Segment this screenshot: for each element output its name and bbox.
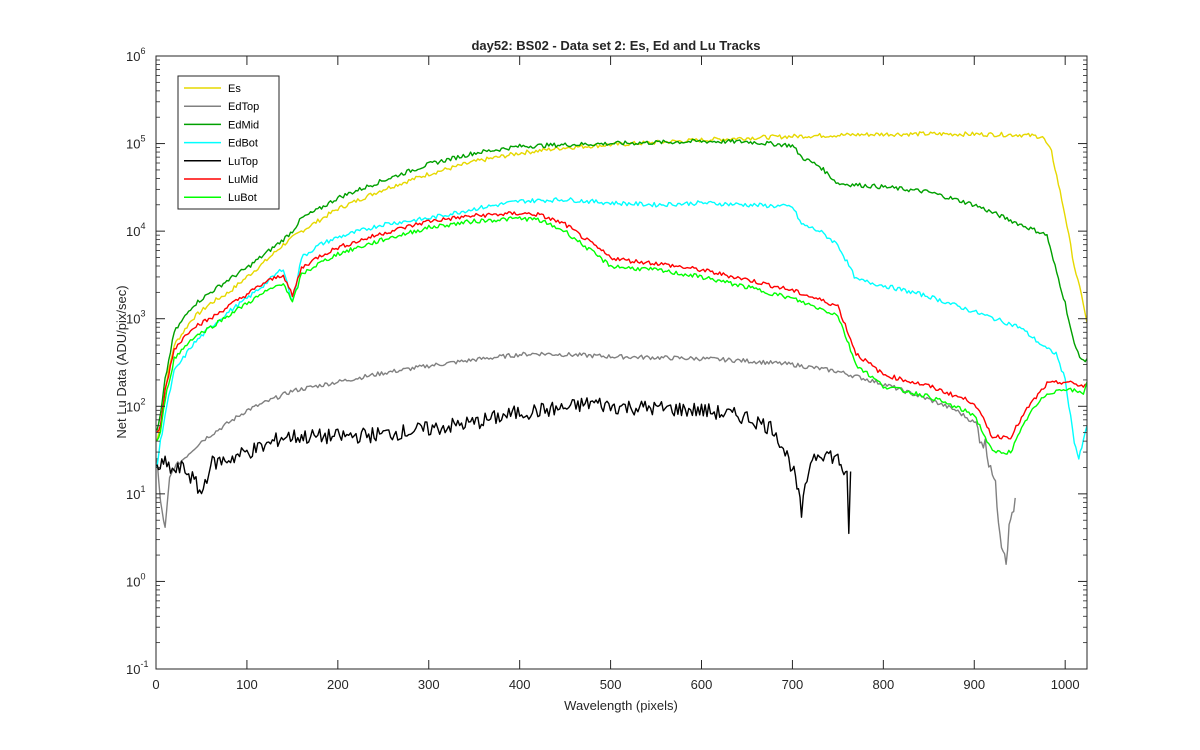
legend-label-edbot: EdBot <box>228 138 258 150</box>
plot-area <box>156 56 1087 669</box>
legend-label-edtop: EdTop <box>228 101 259 113</box>
y-axis: 10-1 100 101 102 103 104 105 106 <box>126 46 1087 677</box>
chart-title: day52: BS02 - Data set 2: Es, Ed and Lu … <box>471 38 760 53</box>
legend: Es EdTop EdMid EdBot LuTop LuMid LuBot <box>177 75 280 210</box>
x-tick-label: 300 <box>418 677 440 692</box>
y-tick-label: 104 <box>126 221 145 239</box>
x-tick-label: 800 <box>872 677 894 692</box>
plot-frame <box>155 55 1088 670</box>
x-tick-label: 200 <box>327 677 349 692</box>
x-tick-label: 700 <box>782 677 804 692</box>
x-axis-label: Wavelength (pixels) <box>564 698 678 713</box>
x-tick-label: 1000 <box>1051 677 1080 692</box>
legend-label-es: Es <box>228 83 241 95</box>
series-line-lutop <box>156 397 852 535</box>
y-tick-label: 102 <box>126 396 145 414</box>
series-layer <box>156 131 1087 565</box>
legend-label-edmid: EdMid <box>228 119 259 131</box>
x-axis: 0 100 200 300 400 500 600 700 800 900 1000 <box>152 56 1080 692</box>
y-tick-label: 103 <box>126 309 145 327</box>
series-line-lumid <box>156 211 1087 440</box>
y-tick-label: 101 <box>126 484 145 502</box>
series-line-edmid <box>156 138 1087 431</box>
y-tick-label: 105 <box>126 134 145 152</box>
x-tick-label: 400 <box>509 677 531 692</box>
series-line-lubot <box>156 216 1087 455</box>
y-tick-label: 100 <box>126 571 145 589</box>
x-tick-label: 900 <box>963 677 985 692</box>
y-tick-label: 10-1 <box>126 659 148 677</box>
y-axis-label: Net Lu Data (ADU/pix/sec) <box>114 285 129 438</box>
series-line-edtop <box>156 351 1016 565</box>
x-tick-label: 600 <box>691 677 713 692</box>
legend-label-lumid: LuMid <box>228 174 258 186</box>
x-tick-label: 0 <box>152 677 159 692</box>
legend-label-lubot: LuBot <box>228 192 257 204</box>
y-tick-label: 106 <box>126 46 145 64</box>
legend-label-lutop: LuTop <box>228 156 258 168</box>
x-tick-label: 500 <box>600 677 622 692</box>
x-tick-label: 100 <box>236 677 258 692</box>
series-line-edbot <box>156 197 1087 468</box>
